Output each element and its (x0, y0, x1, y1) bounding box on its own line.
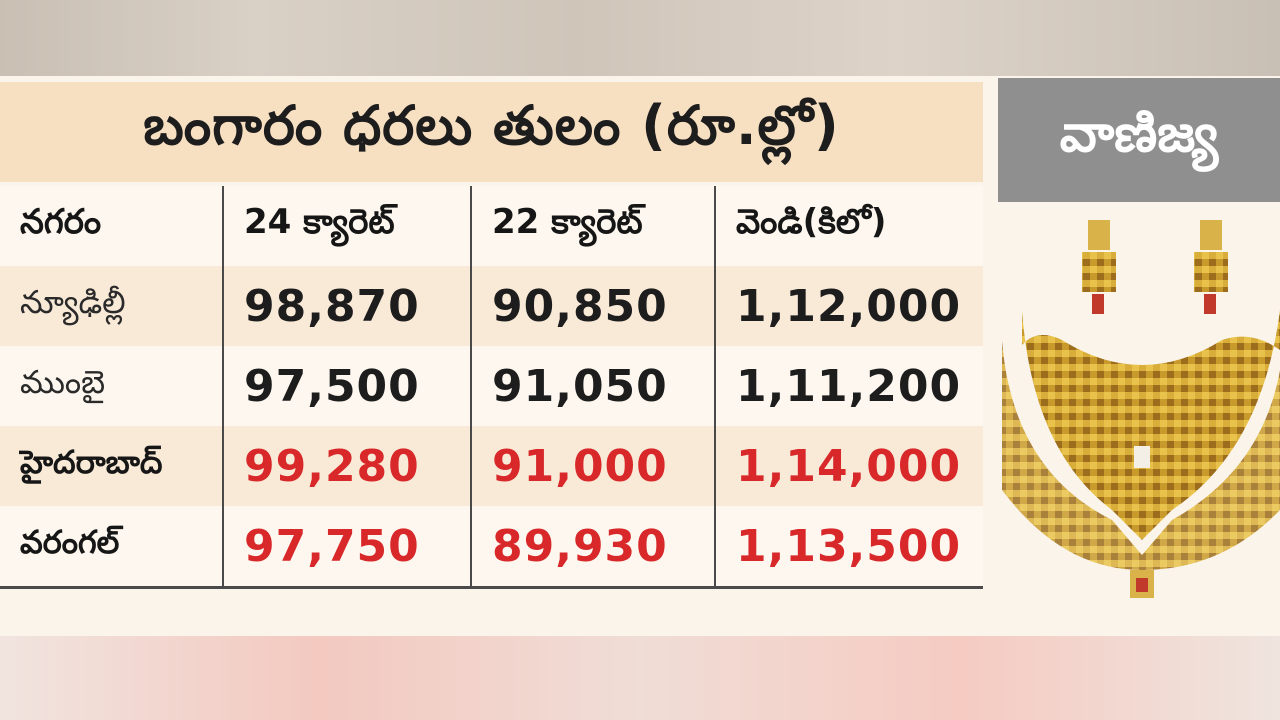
price-silver-cell: 1,12,000 (715, 266, 983, 346)
table-row: హైదరాబాద్ 99,280 91,000 1,14,000 (0, 426, 983, 506)
price-22k-cell: 91,050 (471, 346, 716, 426)
price-24k-cell: 99,280 (223, 426, 472, 506)
price-24k-cell: 97,750 (223, 506, 472, 589)
city-cell: ముంబై (0, 346, 224, 426)
price-silver-cell: 1,14,000 (715, 426, 983, 506)
price-24k-cell: 98,870 (223, 266, 472, 346)
price-silver-cell: 1,11,200 (715, 346, 983, 426)
earring-right (1194, 220, 1228, 314)
city-cell: వరంగల్ (0, 506, 224, 589)
city-cell: హైదరాబాద్ (0, 426, 224, 506)
header-city: నగరం (0, 186, 224, 266)
city-cell: న్యూఢిల్లీ (0, 266, 224, 346)
table-row: వరంగల్ 97,750 89,930 1,13,500 (0, 506, 983, 589)
header-24k: 24 క్యారెట్ (223, 186, 472, 266)
necklace (1022, 310, 1280, 540)
header-silver: వెండి(కిలో) (715, 186, 983, 266)
price-22k-cell: 91,000 (471, 426, 716, 506)
table-row: ముంబై 97,500 91,050 1,11,200 (0, 346, 983, 426)
earring-left (1082, 220, 1116, 314)
page-title: బంగారం ధరలు తులం (రూ.ల్లో) (143, 93, 840, 157)
background-blur-bottom (0, 636, 1280, 720)
section-label: వాణిజ్య (1059, 103, 1219, 164)
section-tag: వాణిజ్య (998, 78, 1280, 202)
price-silver-cell: 1,13,500 (715, 506, 983, 589)
price-24k-cell: 97,500 (223, 346, 472, 426)
gold-jewellery-icon (1002, 220, 1280, 598)
table-row: న్యూఢిల్లీ 98,870 90,850 1,12,000 (0, 266, 983, 346)
background-blur-top (0, 0, 1280, 76)
price-22k-cell: 90,850 (471, 266, 716, 346)
price-22k-cell: 89,930 (471, 506, 716, 589)
title-banner: బంగారం ధరలు తులం (రూ.ల్లో) (0, 82, 983, 182)
gold-price-table: నగరం 24 క్యారెట్ 22 క్యారెట్ వెండి(కిలో)… (0, 186, 983, 589)
header-22k: 22 క్యారెట్ (471, 186, 716, 266)
table-header-row: నగరం 24 క్యారెట్ 22 క్యారెట్ వెండి(కిలో) (0, 186, 983, 266)
